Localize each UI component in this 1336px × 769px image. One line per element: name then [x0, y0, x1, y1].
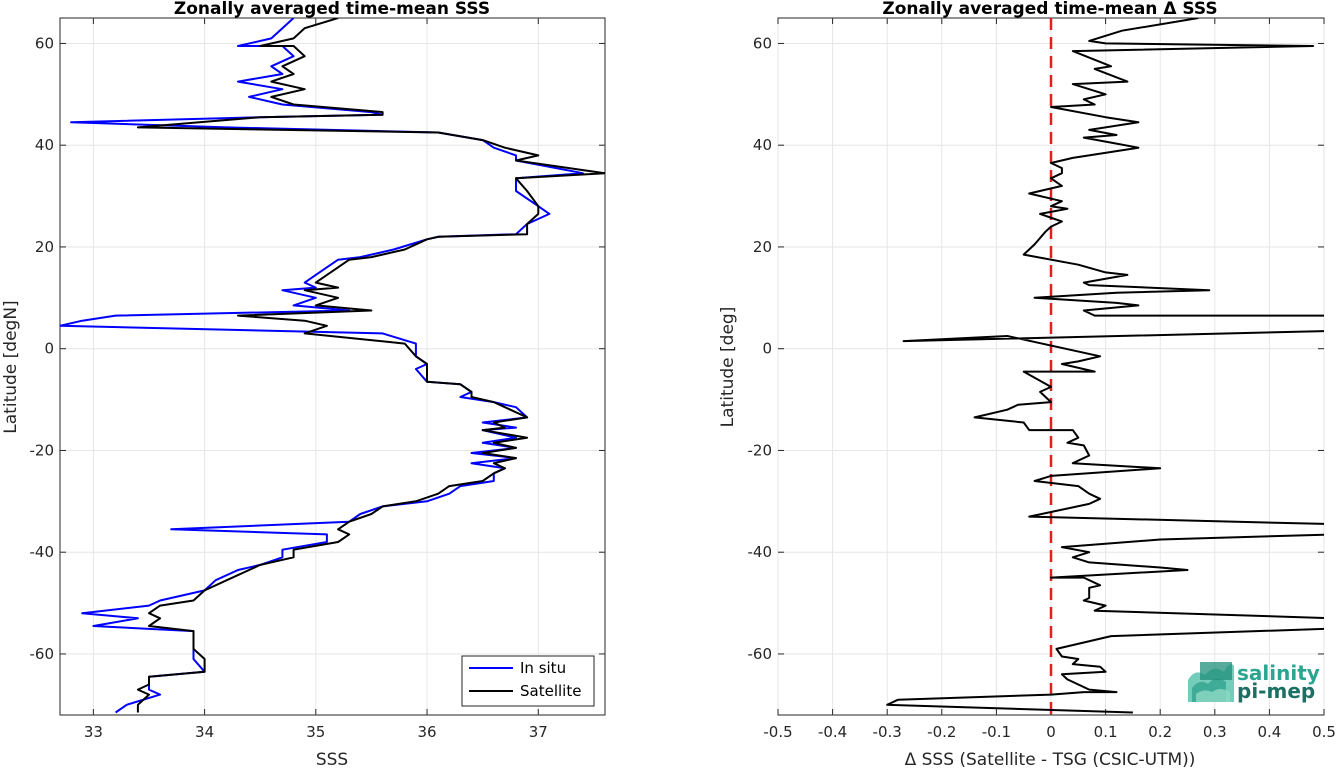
- sss-axes-box: [59, 17, 606, 716]
- sss-title: Zonally averaged time-mean SSS: [174, 0, 490, 19]
- delta-series: [886, 18, 1324, 714]
- sss-y-tick-label: 40: [35, 136, 54, 154]
- delta-y-tick-label: 40: [753, 136, 772, 154]
- delta-lines: [886, 18, 1324, 715]
- legend-box: [461, 655, 595, 707]
- delta-x-tick-label: 0.3: [1203, 723, 1227, 741]
- delta-ticks: -0.5 -0.4 -0.3 -0.2 -0.1 0 0.1 0.2 0.3 0.4 0.5 -60 -…: [748, 18, 1336, 741]
- delta-y-tick-label: 20: [753, 238, 772, 256]
- sss-x-tick-label: 33: [84, 723, 103, 741]
- delta-x-tick-label: 0.4: [1257, 723, 1281, 741]
- sss-x-tick-label: 36: [417, 723, 436, 741]
- sss-panel: 33 34 35 36 37 -60 -40 -20 0 20 40 60 Zonally avera…: [1, 0, 606, 769]
- delta-y-tick-label: 60: [753, 34, 772, 52]
- sss-y-axis-label: Latitude [degN]: [1, 300, 21, 433]
- delta-sss-panel: -0.5 -0.4 -0.3 -0.2 -0.1 0 0.1 0.2 0.3 0.4 0.5 -60 -…: [718, 0, 1336, 769]
- delta-y-axis-label: Latitude [deg]: [718, 307, 738, 428]
- legend: In situ Satellite: [461, 655, 595, 707]
- sss-y-tick-label: 0: [44, 340, 54, 358]
- logo-line-2: pi-mep: [1237, 679, 1315, 703]
- delta-x-tick-label: 0.2: [1148, 723, 1172, 741]
- delta-y-tick-label: -20: [748, 441, 773, 459]
- legend-label-in-situ: In situ: [520, 659, 566, 677]
- delta-x-tick-label: -0.5: [763, 723, 792, 741]
- sss-x-tick-label: 35: [306, 723, 325, 741]
- delta-x-tick-label: 0: [1046, 723, 1056, 741]
- sss-y-tick-label: -40: [30, 543, 55, 561]
- sss-lines: [60, 18, 605, 714]
- sss-y-tick-label: 20: [35, 238, 54, 256]
- legend-label-satellite: Satellite: [520, 682, 581, 700]
- delta-x-tick-label: -0.2: [927, 723, 956, 741]
- sss-x-tick-label: 37: [529, 723, 548, 741]
- sss-x-tick-label: 34: [195, 723, 214, 741]
- delta-x-tick-label: -0.4: [818, 723, 847, 741]
- delta-x-tick-label: 0.5: [1312, 723, 1336, 741]
- delta-x-tick-label: -0.3: [873, 723, 902, 741]
- delta-title: Zonally averaged time-mean Δ SSS: [882, 0, 1217, 19]
- salinity-pi-mep-logo: salinity pi-mep: [1188, 661, 1320, 703]
- sss-series-satellite: [136, 18, 605, 713]
- delta-y-tick-label: 0: [762, 340, 772, 358]
- delta-y-tick-label: -40: [748, 543, 773, 561]
- wave-logo-icon: [1188, 662, 1234, 702]
- sss-y-tick-label: 60: [35, 34, 54, 52]
- sss-x-axis-label: SSS: [316, 750, 348, 769]
- delta-x-tick-label: 0.1: [1094, 723, 1118, 741]
- sss-ticks: 33 34 35 36 37 -60 -40 -20 0 20 40 60: [30, 18, 605, 741]
- delta-y-tick-label: -60: [748, 645, 773, 663]
- sss-y-tick-label: -60: [30, 645, 55, 663]
- sss-grid: [60, 18, 605, 715]
- delta-x-tick-label: -0.1: [982, 723, 1011, 741]
- delta-x-axis-label: Δ SSS (Satellite - TSG (CSIC-UTM)): [905, 750, 1196, 769]
- logo-line-1: salinity: [1237, 661, 1320, 685]
- sss-y-tick-label: -20: [30, 441, 55, 459]
- sss-series-in-situ: [60, 18, 584, 714]
